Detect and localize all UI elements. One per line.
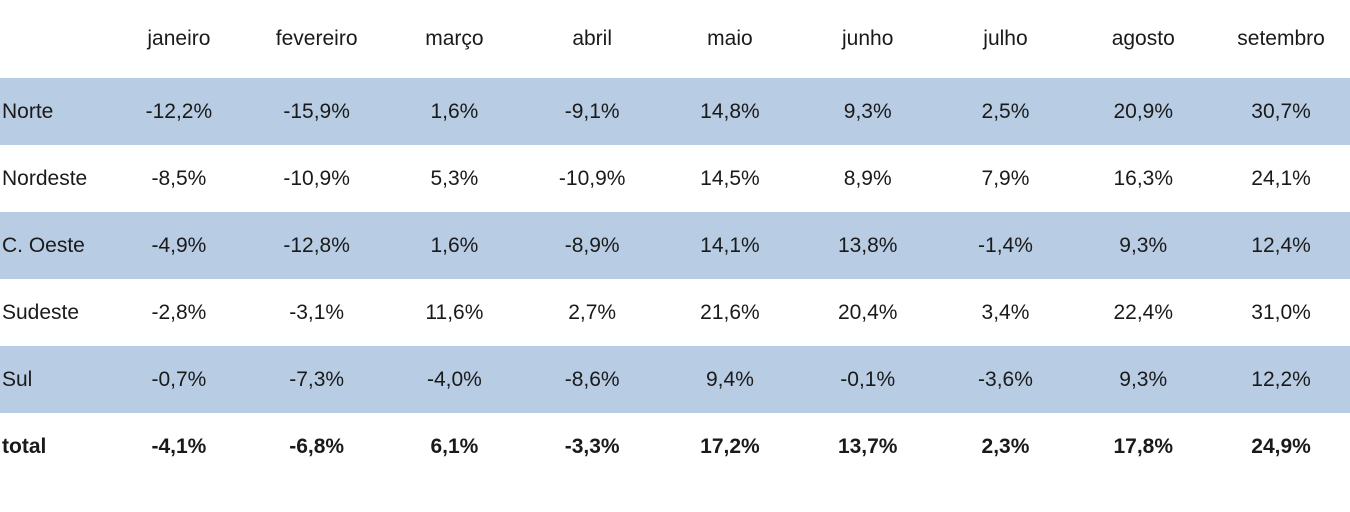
table-cell: -8,9%: [564, 233, 620, 257]
table-cell: -0,1%: [840, 367, 896, 391]
column-header-4: maio: [707, 27, 753, 50]
table-cell: 14,8%: [700, 99, 760, 123]
table-cell: 6,1%: [430, 434, 479, 458]
table-cell: -10,9%: [558, 166, 626, 190]
table-cell: 24,1%: [1251, 166, 1311, 190]
table-cell: 31,0%: [1251, 300, 1311, 324]
table-cell: 9,4%: [706, 367, 754, 391]
table-cell: 7,9%: [981, 166, 1030, 190]
corner-cell: [0, 0, 110, 78]
row-label: Sul: [2, 367, 33, 391]
table-cell: 24,9%: [1251, 434, 1311, 458]
table-cell: -3,6%: [978, 367, 1033, 391]
table-cell: 8,9%: [843, 166, 892, 190]
table-cell: -8,5%: [151, 166, 207, 190]
table-row: total -4,1% -6,8% 6,1% -3,3% 17,2% 13,7% 2,3% 17…: [0, 413, 1350, 480]
table-cell: 9,3%: [1119, 233, 1168, 257]
header-row: janeiro fevereiro março abril maio junho julho…: [0, 0, 1350, 78]
column-header-7: agosto: [1111, 27, 1175, 50]
table-cell: 12,2%: [1251, 367, 1311, 391]
table-row: Norte -12,2% -15,9% 1,6% -9,1% 14,8% 9,3% 2,5% 2…: [0, 78, 1350, 145]
table-cell: -2,8%: [151, 300, 207, 324]
table-cell: 9,3%: [843, 99, 892, 123]
row-label: C. Oeste: [2, 233, 85, 257]
table-cell: -3,1%: [289, 300, 345, 324]
row-label: Sudeste: [2, 300, 80, 324]
row-label: total: [2, 434, 47, 458]
table-cell: 17,8%: [1113, 434, 1174, 458]
column-header-8: setembro: [1237, 27, 1325, 50]
table-cell: 3,4%: [981, 300, 1030, 324]
monthly-variation-table: janeiro fevereiro março abril maio junho julho…: [0, 0, 1350, 480]
table-body: Norte -12,2% -15,9% 1,6% -9,1% 14,8% 9,3% 2,5% 2…: [0, 78, 1350, 480]
table-cell: 16,3%: [1113, 166, 1174, 190]
column-header-1: fevereiro: [275, 27, 358, 50]
table-cell: -12,8%: [283, 233, 350, 257]
table-cell: 20,9%: [1113, 99, 1174, 123]
table-cell: -1,4%: [978, 233, 1033, 257]
table-cell: 2,3%: [981, 434, 1030, 458]
table-cell: -4,9%: [151, 233, 207, 257]
table-row: Nordeste -8,5% -10,9% 5,3% -10,9% 14,5% 8,9% 7,…: [0, 145, 1350, 212]
table-cell: 2,7%: [568, 300, 617, 324]
table-cell: -9,1%: [564, 99, 620, 123]
table-cell: -4,1%: [151, 434, 207, 458]
table-cell: 1,6%: [430, 99, 479, 123]
column-header-2: março: [425, 27, 484, 50]
column-header-0: janeiro: [147, 27, 211, 50]
table-cell: -12,2%: [145, 99, 213, 123]
table-cell: 5,3%: [430, 166, 479, 190]
table-cell: 13,8%: [837, 233, 898, 257]
table-cell: 14,1%: [700, 233, 760, 257]
table-cell: -8,6%: [564, 367, 620, 391]
table-cell: 20,4%: [837, 300, 898, 324]
table-cell: 1,6%: [430, 233, 479, 257]
column-header-3: abril: [572, 27, 613, 50]
table-cell: 12,4%: [1251, 233, 1311, 257]
column-header-5: junho: [842, 27, 894, 50]
column-header-6: julho: [983, 27, 1028, 50]
table-cell: 22,4%: [1113, 300, 1174, 324]
table-cell: -7,3%: [289, 367, 345, 391]
table-cell: -6,8%: [289, 434, 345, 458]
row-label: Norte: [2, 99, 54, 123]
table-row: Sudeste -2,8% -3,1% 11,6% 2,7% 21,6% 20,4% 3,4%…: [0, 279, 1350, 346]
table-row: C. Oeste -4,9% -12,8% 1,6% -8,9% 14,1% 13,8% -1…: [0, 212, 1350, 279]
table-cell: -15,9%: [283, 99, 350, 123]
table-cell: -10,9%: [283, 166, 350, 190]
table-cell: 2,5%: [981, 99, 1030, 123]
table-cell: 14,5%: [700, 166, 760, 190]
table-cell: -4,0%: [426, 367, 482, 391]
row-label: Nordeste: [2, 166, 88, 190]
table-cell: 9,3%: [1119, 367, 1168, 391]
table-cell: -3,3%: [564, 434, 620, 458]
table-cell: 30,7%: [1251, 99, 1311, 123]
table-row: Sul -0,7% -7,3% -4,0% -8,6% 9,4% -0,1% -3,6% 9,3…: [0, 346, 1350, 413]
table-cell: 11,6%: [425, 300, 484, 324]
table-cell: 13,7%: [837, 434, 898, 458]
table-cell: -0,7%: [151, 367, 207, 391]
table-cell: 21,6%: [700, 300, 760, 324]
table-cell: 17,2%: [700, 434, 760, 458]
